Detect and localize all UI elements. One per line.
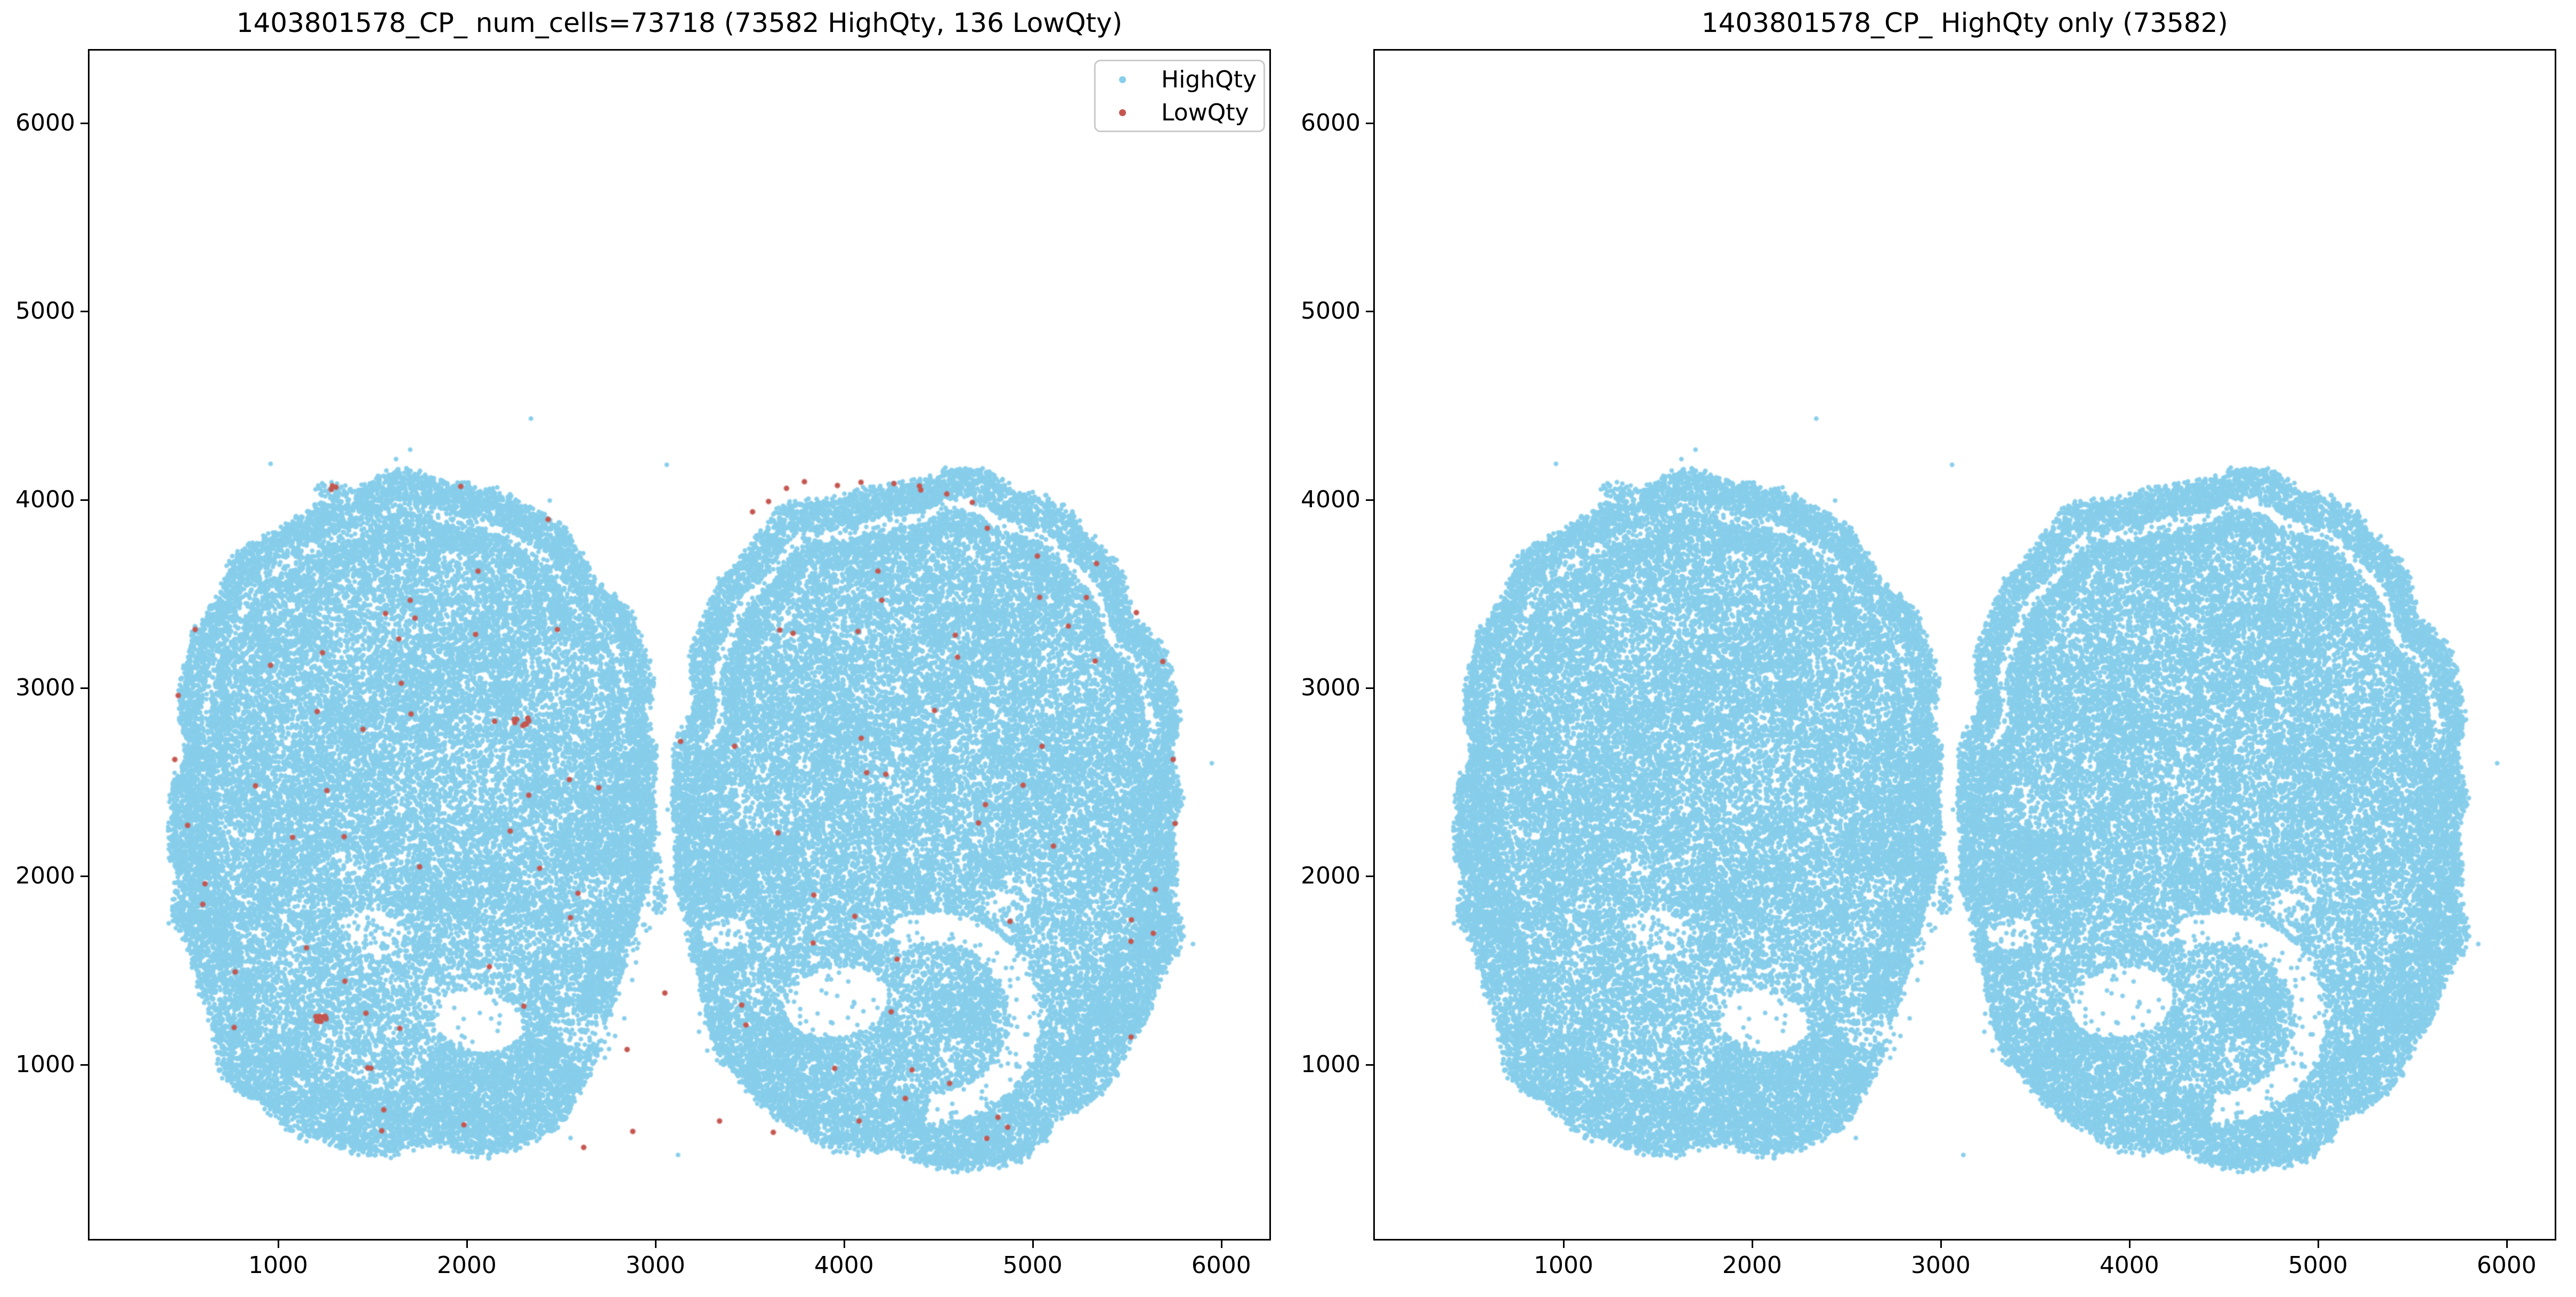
- x-axis-tick-label: 3000: [625, 1252, 685, 1279]
- y-axis-tick-label: 3000: [15, 674, 75, 701]
- x-axis-tick: [1032, 1239, 1034, 1248]
- legend-label-lowqty: LowQty: [1161, 99, 1249, 126]
- x-axis-tick: [2506, 1239, 2508, 1248]
- y-axis-tick: [80, 122, 90, 124]
- x-axis-tick: [843, 1239, 845, 1248]
- y-axis-tick-label: 4000: [1301, 485, 1360, 513]
- x-axis-tick-label: 1000: [248, 1252, 308, 1279]
- x-axis-tick-label: 4000: [814, 1252, 874, 1279]
- x-axis-tick-label: 5000: [1002, 1252, 1063, 1279]
- y-axis-tick: [1366, 499, 1375, 501]
- scatter-canvas-left: [90, 51, 1269, 1239]
- x-axis-tick-label: 1000: [1533, 1252, 1593, 1279]
- y-axis-tick-label: 6000: [1301, 109, 1360, 136]
- y-axis-tick: [80, 1064, 90, 1066]
- y-axis-tick-label: 3000: [1301, 674, 1360, 701]
- axes-right: 1000 2000 3000 4000 5000 6000 1000 2000 3000 4000…: [1301, 49, 2556, 1279]
- y-axis-tick-label: 6000: [15, 109, 75, 136]
- y-axis-tick: [1366, 876, 1375, 878]
- y-axis-tick: [1366, 122, 1375, 124]
- y-axis-tick: [80, 499, 90, 501]
- x-axis-tick-label: 2000: [1722, 1252, 1782, 1279]
- lowqty-marker-icon: [1119, 109, 1126, 116]
- x-axis-tick-label: 6000: [1191, 1252, 1251, 1279]
- x-axis-tick: [1751, 1239, 1753, 1248]
- x-axis-tick: [277, 1239, 279, 1248]
- x-axis-tick: [1940, 1239, 1942, 1248]
- panel-title-left: 1403801578_CP_ num_cells=73718 (73582 Hi…: [236, 7, 1123, 38]
- x-axis-tick-label: 6000: [2476, 1252, 2537, 1279]
- x-axis-tick: [654, 1239, 657, 1248]
- panel-title-right: 1403801578_CP_ HighQty only (73582): [1701, 7, 2229, 38]
- x-axis-tick: [466, 1239, 468, 1248]
- y-axis-tick-label: 1000: [1301, 1050, 1360, 1078]
- y-axis-tick-label: 2000: [15, 862, 75, 890]
- x-axis-tick-label: 2000: [436, 1252, 497, 1279]
- scatter-canvas-right: [1375, 51, 2555, 1239]
- legend-label-highqty: HighQty: [1161, 66, 1257, 93]
- y-axis-tick: [1366, 1064, 1375, 1066]
- x-axis-tick: [2128, 1239, 2131, 1248]
- highqty-marker-icon: [1119, 76, 1126, 83]
- y-axis-tick: [80, 687, 90, 689]
- x-axis-tick-label: 5000: [2288, 1252, 2348, 1279]
- y-axis-tick-label: 4000: [15, 485, 75, 513]
- y-axis-tick-label: 1000: [15, 1050, 75, 1078]
- y-axis-tick: [80, 876, 90, 878]
- y-axis-tick-label: 5000: [1301, 297, 1360, 325]
- x-axis-tick-label: 3000: [1910, 1252, 1971, 1279]
- y-axis-tick-label: 5000: [15, 297, 75, 325]
- x-axis-tick-label: 4000: [2099, 1252, 2159, 1279]
- x-axis-tick: [1220, 1239, 1222, 1248]
- x-axis-tick: [2317, 1239, 2319, 1248]
- y-axis-tick: [1366, 311, 1375, 313]
- y-axis-tick: [80, 311, 90, 313]
- legend: HighQty LowQty: [1094, 60, 1265, 132]
- legend-item-highqty: HighQty: [1096, 63, 1263, 96]
- x-axis-tick: [1562, 1239, 1565, 1248]
- y-axis-tick: [1366, 687, 1375, 689]
- y-axis-tick-label: 2000: [1301, 862, 1360, 890]
- axes-left: HighQty LowQty 1000 2000 3000 4000 5000 6000 1…: [15, 49, 1271, 1279]
- legend-item-lowqty: LowQty: [1096, 96, 1263, 129]
